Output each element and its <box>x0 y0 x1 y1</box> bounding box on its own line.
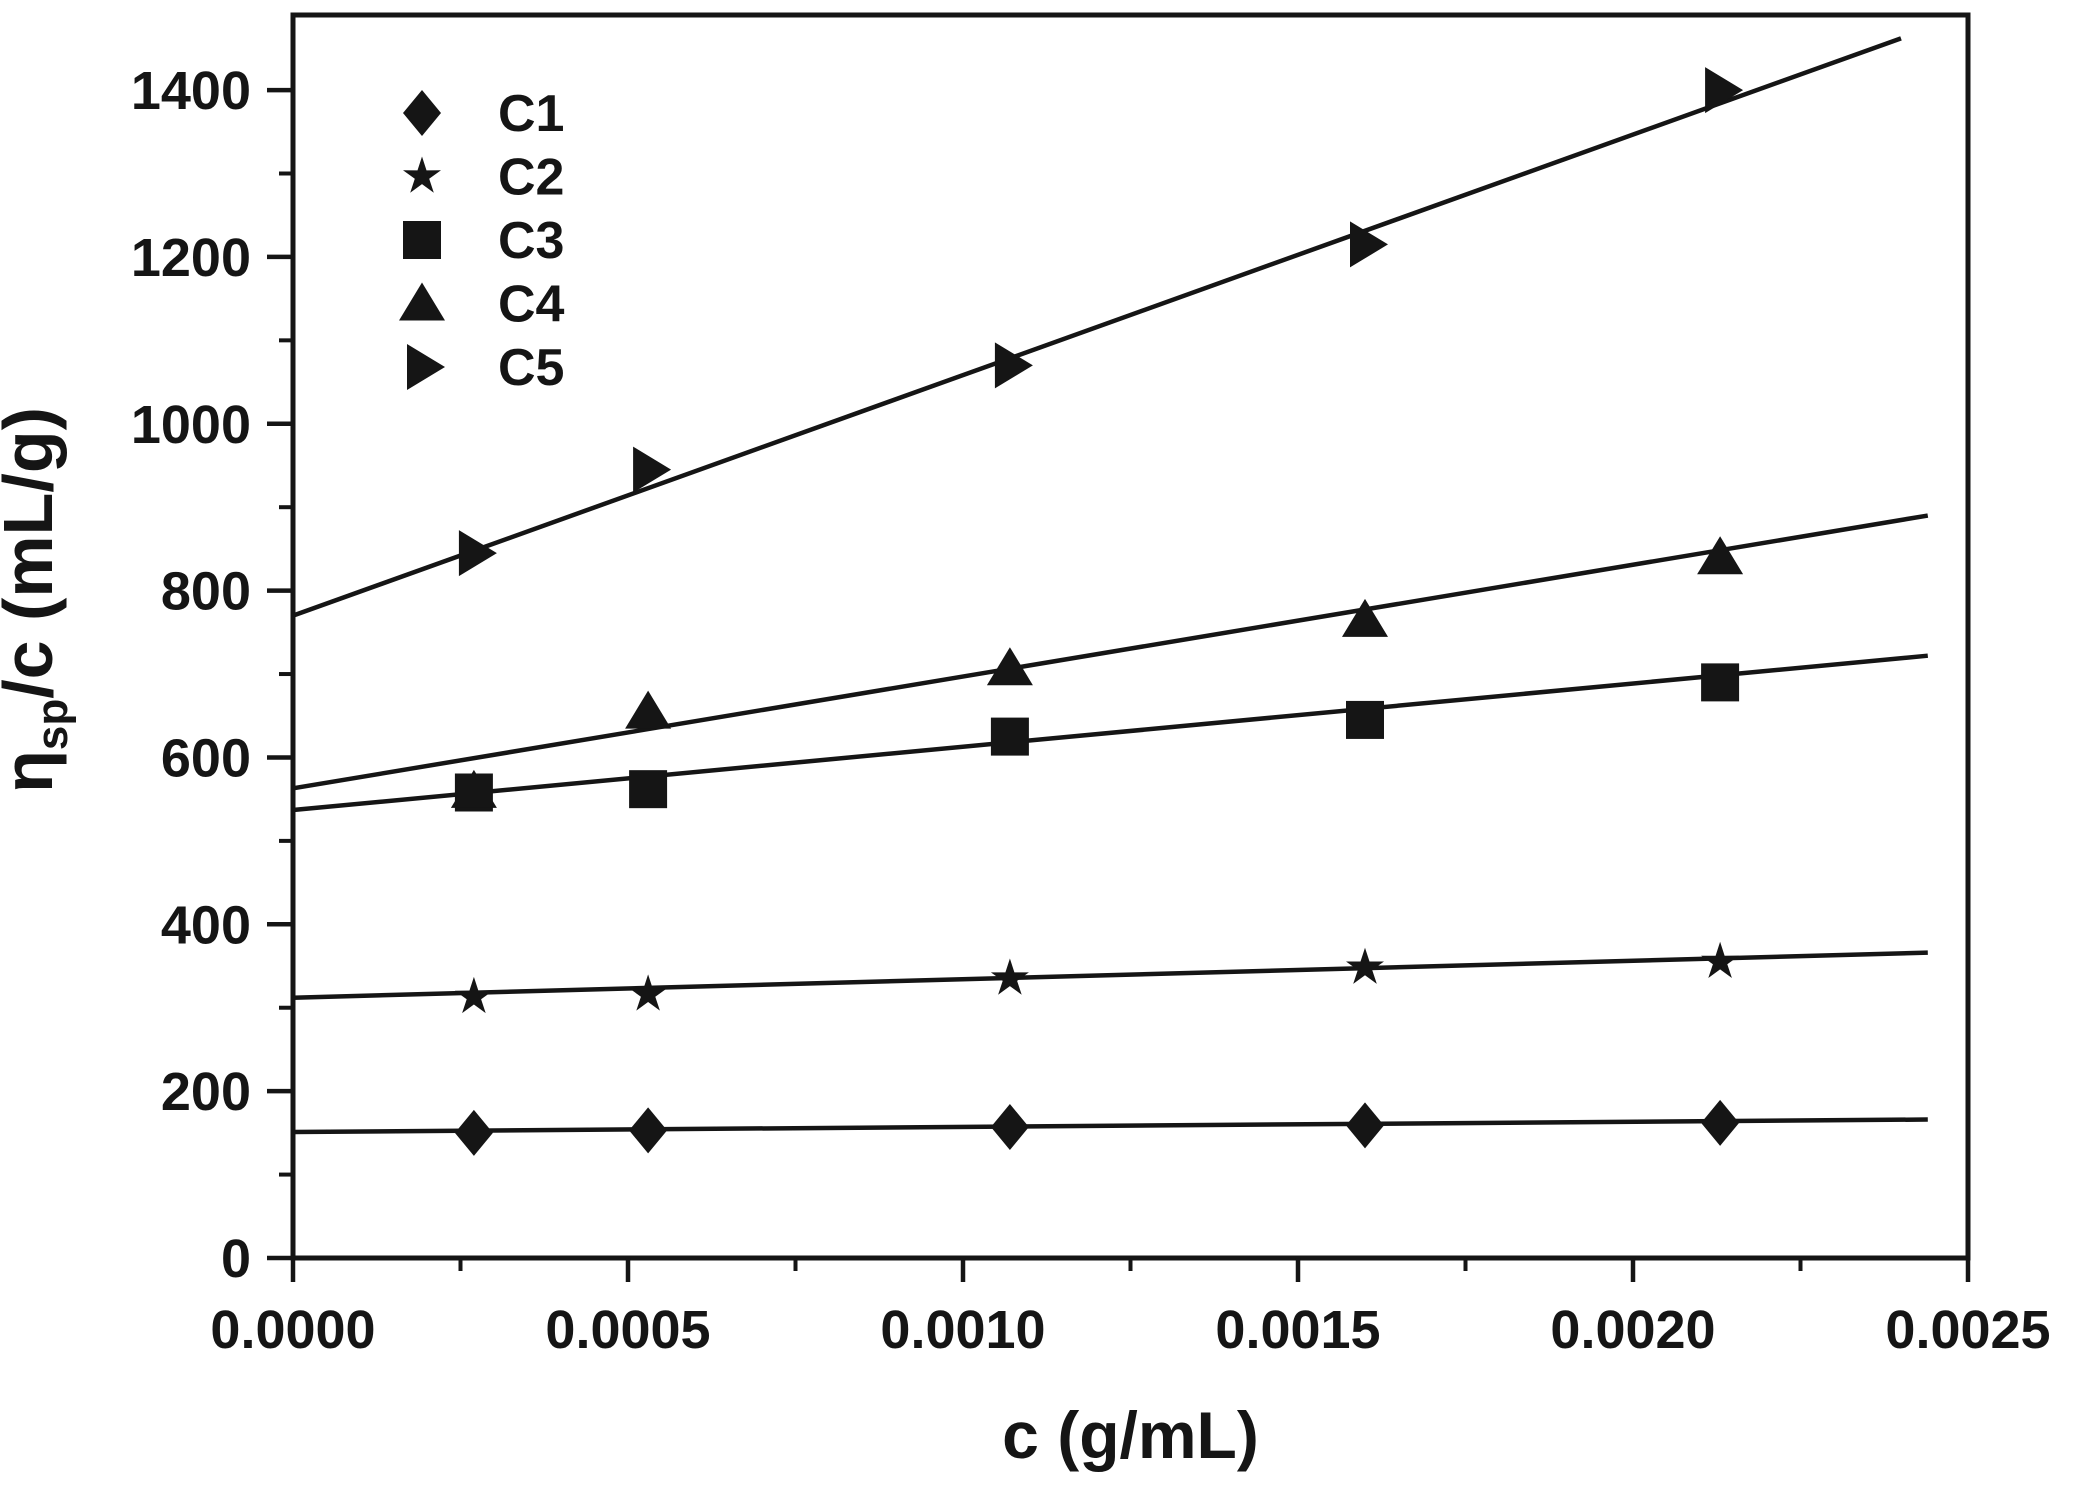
legend-marker-c1-diamond-icon <box>403 90 441 136</box>
x-axis-tick-label: 0.0000 <box>210 1300 375 1360</box>
marker-c5-triangle-right-icon <box>458 530 497 577</box>
fit-line-c5 <box>292 36 1902 618</box>
y-axis-tick-label: 200 <box>161 1062 251 1122</box>
marker-c5-triangle-right-icon <box>633 446 672 493</box>
x-axis-title: c (g/mL) <box>1002 1398 1259 1472</box>
marker-c5-triangle-right-icon <box>994 342 1033 389</box>
x-axis-tick-label: 0.0020 <box>1550 1300 1715 1360</box>
marker-c2-star-icon <box>629 974 668 1011</box>
y-axis-tick-label: 400 <box>161 895 251 955</box>
marker-c1-diamond-icon <box>990 1104 1029 1151</box>
y-axis-tick-label: 800 <box>161 562 251 622</box>
y-axis-tick-label: 0 <box>221 1229 251 1289</box>
marker-c2-star-icon <box>1701 941 1740 978</box>
legend-marker-c5-triangle-right-icon <box>407 344 445 390</box>
y-axis-tick-label: 1000 <box>131 395 251 455</box>
y-axis-tick-label: 1400 <box>131 61 251 121</box>
marker-c5-triangle-right-icon <box>1350 221 1388 268</box>
x-axis-tick-label: 0.0010 <box>880 1300 1045 1360</box>
marker-c2-star-icon <box>1346 947 1384 984</box>
legend-marker-c2-star-icon <box>403 156 441 193</box>
marker-c3-square-icon <box>1701 663 1740 702</box>
y-axis-tick-label: 1200 <box>131 228 251 288</box>
legend-label-c5: C5 <box>498 339 564 397</box>
marker-c4-triangle-up-icon <box>1697 536 1744 575</box>
marker-c1-diamond-icon <box>629 1107 668 1154</box>
marker-c5-triangle-right-icon <box>1705 67 1744 114</box>
x-axis-tick-label: 0.0015 <box>1215 1300 1380 1360</box>
marker-c4-triangle-up-icon <box>450 769 497 808</box>
legend-marker-c4-triangle-up-icon <box>399 282 445 321</box>
marker-c3-square-icon <box>629 770 668 809</box>
marker-c4-triangle-up-icon <box>625 690 672 729</box>
marker-c1-diamond-icon <box>1346 1102 1384 1149</box>
marker-c2-star-icon <box>990 958 1029 995</box>
legend-label-c4: C4 <box>498 276 565 334</box>
fit-line-c3 <box>292 653 1929 813</box>
legend-label-c3: C3 <box>498 212 564 270</box>
marker-c2-star-icon <box>454 976 493 1014</box>
marker-c1-diamond-icon <box>454 1109 493 1156</box>
fit-line-c4 <box>292 513 1929 791</box>
x-axis-tick-label: 0.0025 <box>1885 1300 2050 1360</box>
y-axis-tick-label: 600 <box>161 728 251 788</box>
marker-c3-square-icon <box>990 717 1029 756</box>
x-axis-tick-label: 0.0005 <box>545 1300 710 1360</box>
marker-c1-diamond-icon <box>1701 1099 1740 1146</box>
fit-line-c2 <box>292 950 1928 1000</box>
legend-marker-c3-square-icon <box>403 221 441 259</box>
y-axis-title: ηsp/c (mL/g) <box>0 407 77 793</box>
legend-label-c2: C2 <box>498 149 564 207</box>
legend-label-c1: C1 <box>498 85 564 143</box>
marker-c3-square-icon <box>1346 700 1384 739</box>
marker-c4-triangle-up-icon <box>1342 598 1388 637</box>
marker-c4-triangle-up-icon <box>986 647 1033 686</box>
fit-line-c1 <box>292 1117 1928 1135</box>
